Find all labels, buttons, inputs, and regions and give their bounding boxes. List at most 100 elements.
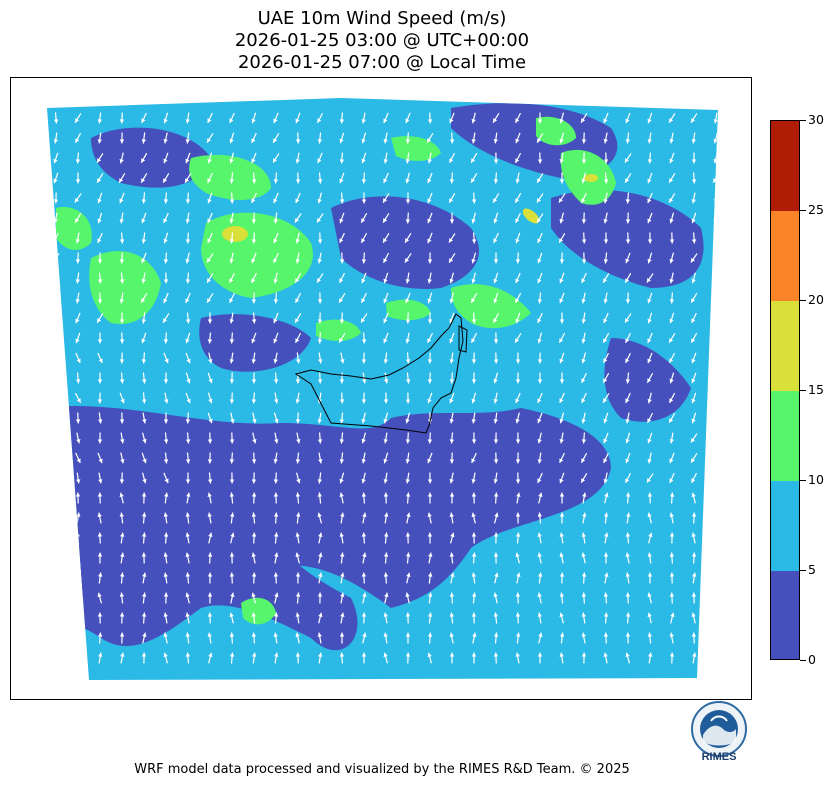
wind-arrow-head	[559, 138, 564, 144]
wind-arrow-head	[581, 159, 587, 164]
wind-arrow-head	[251, 592, 256, 598]
wind-arrow-head	[581, 319, 586, 324]
wind-arrow-head	[295, 492, 300, 497]
wind-arrow-head	[251, 492, 257, 497]
wind-arrow-head	[185, 139, 190, 144]
wind-arrow-head	[185, 239, 191, 244]
wind-arrow-head	[427, 532, 433, 537]
wind-arrow-head	[295, 198, 300, 203]
wind-arrow-head	[120, 398, 125, 404]
wind-arrow-head	[405, 118, 410, 124]
wind-arrow	[715, 192, 717, 204]
wind-arrow-head	[251, 459, 257, 464]
wind-arrow-head	[625, 632, 631, 637]
wind-arrow-head	[471, 419, 476, 424]
wind-arrow-head	[207, 298, 211, 303]
wind-arrow-head	[163, 218, 168, 223]
wind-arrow-head	[625, 419, 630, 424]
wind-arrow-head	[340, 552, 345, 557]
wind-arrow-head	[603, 612, 609, 617]
wind-arrow	[54, 492, 58, 504]
wind-arrow-head	[384, 532, 389, 537]
wind-arrow-head	[669, 458, 674, 464]
wind-arrow-head	[230, 532, 235, 538]
wind-arrow-head	[691, 218, 696, 224]
wind-arrow-head	[493, 318, 498, 323]
wind-arrow-head	[339, 419, 344, 424]
wind-arrow	[712, 292, 718, 304]
wind-arrow-head	[647, 218, 652, 224]
wind-arrow	[52, 293, 60, 303]
wind-arrow-head	[339, 218, 344, 224]
wind-arrow-head	[669, 279, 674, 284]
wind-arrow-head	[295, 118, 300, 124]
wind-arrow-head	[119, 479, 125, 484]
wind-arrow-head	[361, 119, 366, 124]
wind-arrow-head	[405, 359, 411, 364]
wind-arrow	[713, 232, 718, 244]
wind-arrow-head	[273, 258, 278, 263]
wind-arrow-head	[97, 299, 103, 304]
wind-arrow-head	[340, 592, 345, 597]
wind-arrow-head	[493, 198, 498, 203]
wind-arrow-head	[493, 459, 499, 464]
wind-arrow	[714, 452, 718, 464]
wind-arrow-head	[361, 359, 367, 364]
colorbar-tick	[800, 390, 806, 391]
wind-arrow-head	[691, 458, 696, 463]
wind-arrow-head	[625, 118, 630, 124]
wind-arrow-head	[625, 592, 631, 597]
wind-arrow-head	[471, 492, 477, 497]
wind-arrow	[54, 432, 58, 444]
wind-arrow-head	[229, 138, 234, 144]
wind-arrow-head	[669, 198, 674, 203]
wind-arrow-head	[163, 419, 169, 424]
wind-arrow-head	[229, 259, 234, 264]
wind-arrow-head	[141, 512, 147, 517]
wind-arrow-head	[208, 378, 213, 384]
wind-arrow-head	[603, 278, 608, 283]
wind-arrow-head	[691, 159, 697, 164]
wind-arrow	[54, 612, 58, 624]
wind-arrow-head	[471, 298, 476, 303]
wind-arrow-head	[163, 178, 168, 183]
wind-arrow	[54, 632, 58, 644]
wind-arrow-head	[515, 552, 520, 558]
wind-arrow	[713, 432, 718, 444]
wind-arrow-head	[691, 179, 697, 184]
wind-arrow-head	[493, 532, 499, 537]
wind-arrow-head	[647, 239, 653, 244]
wind-region	[222, 226, 248, 242]
wind-arrow-head	[472, 632, 477, 637]
wind-arrow-head	[471, 572, 476, 577]
wind-arrow-head	[76, 572, 81, 577]
wind-arrow-head	[53, 119, 59, 124]
wind-arrow-head	[317, 179, 323, 184]
wind-arrow-head	[449, 118, 454, 124]
wind-arrow-head	[625, 258, 630, 264]
wind-arrow-head	[141, 652, 147, 657]
wind-arrow-head	[581, 358, 586, 364]
wind-arrow-head	[251, 379, 257, 384]
wind-arrow-head	[361, 199, 367, 204]
wind-arrow	[712, 352, 718, 364]
wind-arrow-head	[669, 318, 674, 324]
wind-arrow-head	[581, 198, 586, 203]
wind-arrow-head	[405, 178, 410, 184]
wind-arrow-head	[229, 359, 234, 364]
wind-arrow-head	[647, 612, 652, 618]
wind-arrow-head	[97, 532, 103, 537]
wind-arrow-head	[229, 379, 235, 384]
wind-arrow-head	[317, 278, 321, 283]
wind-arrow-head	[98, 572, 103, 577]
wind-arrow-head	[163, 512, 168, 517]
wind-arrow-head	[625, 379, 630, 384]
wind-arrow-head	[185, 419, 191, 424]
wind-arrow-head	[142, 592, 147, 597]
wind-arrow-head	[669, 572, 675, 577]
wind-arrow-head	[669, 178, 674, 183]
colorbar-tick	[800, 300, 806, 301]
wind-arrow-head	[405, 479, 410, 484]
wind-arrow-head	[604, 492, 609, 498]
wind-arrow-head	[515, 479, 521, 484]
